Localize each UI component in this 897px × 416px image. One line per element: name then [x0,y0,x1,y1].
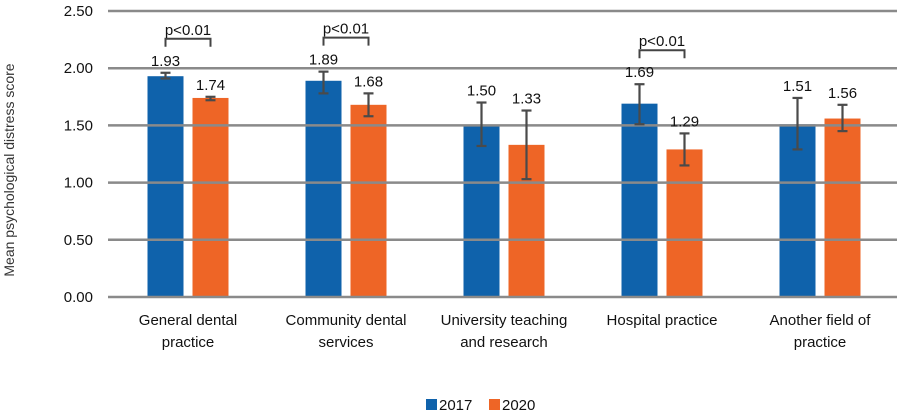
value-label: 1.74 [196,77,225,94]
y-tick-label: 1.50 [64,117,93,134]
y-tick-label: 1.00 [64,175,93,192]
value-labels: 1.93 1.89 1.50 1.69 1.51 1.74 1.68 1.33 1.29 1.56 [151,52,857,131]
y-tick-label: 0.00 [64,289,93,306]
y-tick-label: 0.50 [64,232,93,249]
bar-2017 [463,125,500,298]
value-label: 1.93 [151,53,180,70]
error-bars [160,70,848,181]
category-label: services [318,334,373,351]
legend-label-2020: 2020 [502,397,535,414]
value-label: 1.50 [467,83,496,100]
y-axis-ticks: 0.00 0.50 1.00 1.50 2.00 2.50 [64,3,93,306]
category-label: and research [460,334,548,351]
value-label: 1.51 [783,78,812,95]
bars [147,76,861,298]
significance-label: p<0.01 [639,33,685,50]
legend: 2017 2020 [426,397,535,414]
y-axis-label: Mean psychological distress score [1,63,17,276]
bar-2017 [147,76,184,297]
category-label: Hospital practice [607,312,718,329]
category-label: practice [162,334,215,351]
category-label: General dental [139,312,237,329]
value-label: 1.68 [354,73,383,90]
bar-2020 [666,149,703,297]
bar-2017 [621,103,658,297]
bar-2017 [305,80,342,297]
bar-2020 [824,118,861,297]
y-tick-label: 2.00 [64,60,93,77]
value-label: 1.33 [512,91,541,108]
category-label: Another field of [770,312,872,329]
significance-label: p<0.01 [323,21,369,38]
gridlines [108,9,897,299]
significance-bracket [638,49,686,59]
value-label: 1.29 [670,113,699,130]
legend-swatch-2017 [426,399,437,410]
bar-2020 [192,97,229,297]
significance-bracket [322,36,370,46]
legend-label-2017: 2017 [439,397,472,414]
significance-bracket [164,37,212,47]
category-label: University teaching [441,312,568,329]
y-axis-label-group: Mean psychological distress score [1,63,17,276]
category-label: practice [794,334,847,351]
value-label: 1.89 [309,52,338,69]
category-label: Community dental [286,312,407,329]
significance-annotations: p<0.01 p<0.01 p<0.01 [164,21,686,59]
y-tick-label: 2.50 [64,3,93,20]
bar-2017 [779,124,816,297]
significance-label: p<0.01 [165,22,211,39]
bar-2020 [350,104,387,297]
legend-swatch-2020 [489,399,500,410]
value-label: 1.56 [828,85,857,102]
category-labels: General dental practice Community dental se… [139,312,871,351]
value-label: 1.69 [625,64,654,81]
